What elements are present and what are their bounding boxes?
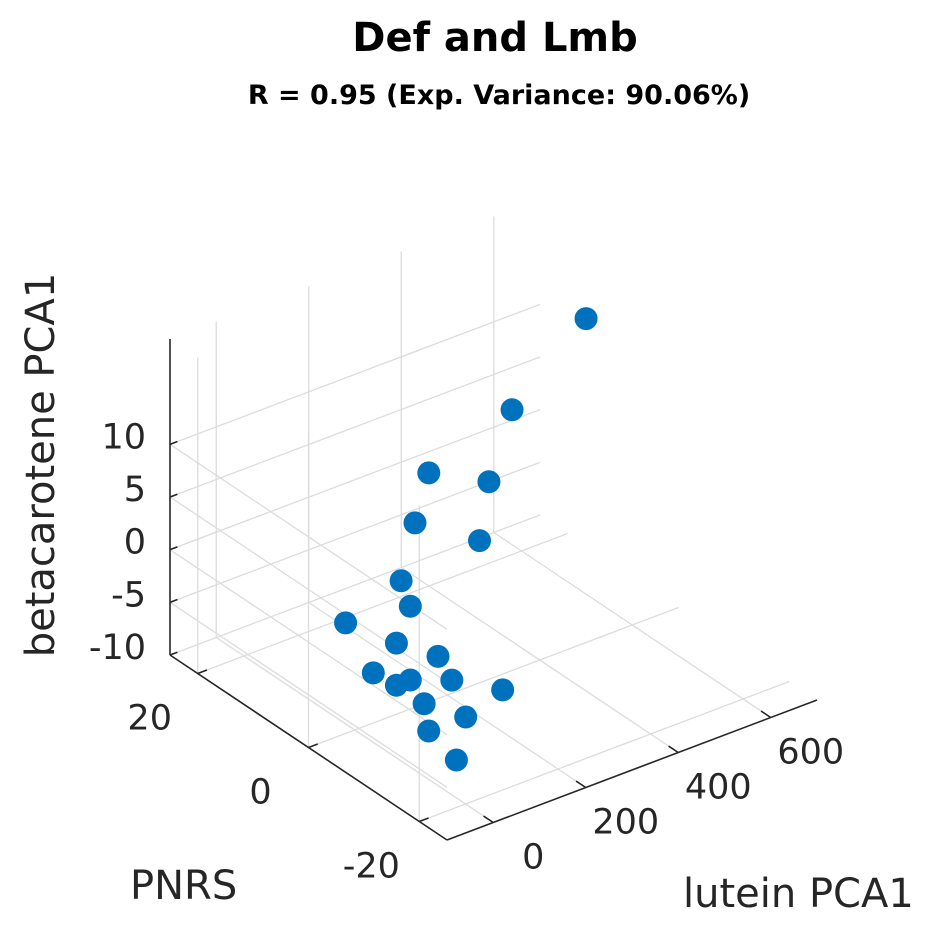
grid-line: [419, 680, 790, 823]
data-point: [417, 461, 441, 485]
data-point: [334, 611, 358, 635]
y-tick-label: -20: [343, 847, 400, 887]
z-tick-mark: [169, 493, 178, 498]
x-tick-mark: [483, 815, 494, 824]
data-point: [398, 668, 422, 692]
data-point: [361, 661, 385, 685]
data-point: [403, 511, 427, 535]
grid-line: [169, 601, 448, 788]
x-tick-mark: [760, 710, 772, 719]
data-point: [398, 594, 422, 618]
data-point: [491, 678, 515, 702]
tick-labels: 0 200 400 600 -20 0 20 -10 -5 0 5 10: [89, 417, 844, 886]
z-tick-mark: [169, 546, 178, 551]
z-tick-label: -5: [111, 575, 146, 615]
x-tick-label: 600: [777, 733, 844, 773]
x-tick-label: 0: [522, 838, 544, 878]
y-tick-mark: [197, 669, 208, 675]
x-tick-mark: [668, 745, 679, 754]
grid-line: [197, 532, 568, 675]
grid-line: [169, 303, 541, 445]
data-point: [468, 529, 492, 553]
y-tick-mark: [419, 817, 429, 823]
z-tick-label: -10: [89, 628, 146, 668]
data-point: [426, 644, 450, 668]
x-axis-line: [446, 699, 818, 841]
data-point: [574, 307, 598, 331]
grid-line: [169, 409, 541, 551]
data-point: [440, 668, 464, 692]
x-tick-mark: [575, 780, 587, 789]
z-tick-label: 0: [124, 523, 146, 563]
grid-line: [169, 549, 448, 736]
chart-subtitle: R = 0.95 (Exp. Variance: 90.06%): [248, 80, 750, 111]
z-tick-label: 10: [101, 417, 146, 457]
y-tick-label: 20: [127, 699, 172, 739]
grid-line: [169, 356, 541, 498]
z-tick-mark: [169, 440, 178, 446]
chart-title: Def and Lmb: [352, 15, 638, 61]
grid-line: [308, 606, 679, 749]
data-point: [477, 470, 501, 494]
data-point: [454, 705, 478, 729]
data-point: [412, 692, 436, 716]
data-points: [334, 307, 598, 772]
data-point: [389, 569, 413, 593]
z-axis-label: betacarotene PCA1: [18, 273, 64, 658]
data-point: [444, 748, 468, 772]
z-tick-mark: [169, 651, 178, 656]
x-tick-label: 200: [592, 803, 659, 843]
data-point: [500, 398, 524, 422]
grid-line: [169, 443, 448, 630]
z-tick-mark: [169, 598, 178, 604]
z-tick-label: 5: [124, 470, 146, 510]
y-axis-label: PNRS: [130, 863, 237, 909]
data-point: [417, 719, 441, 743]
x-tick-label: 400: [685, 768, 752, 808]
y-tick-mark: [308, 743, 319, 749]
y-tick-label: 0: [249, 773, 271, 813]
x-axis-label: lutein PCA1: [683, 871, 914, 917]
data-point: [384, 631, 408, 655]
